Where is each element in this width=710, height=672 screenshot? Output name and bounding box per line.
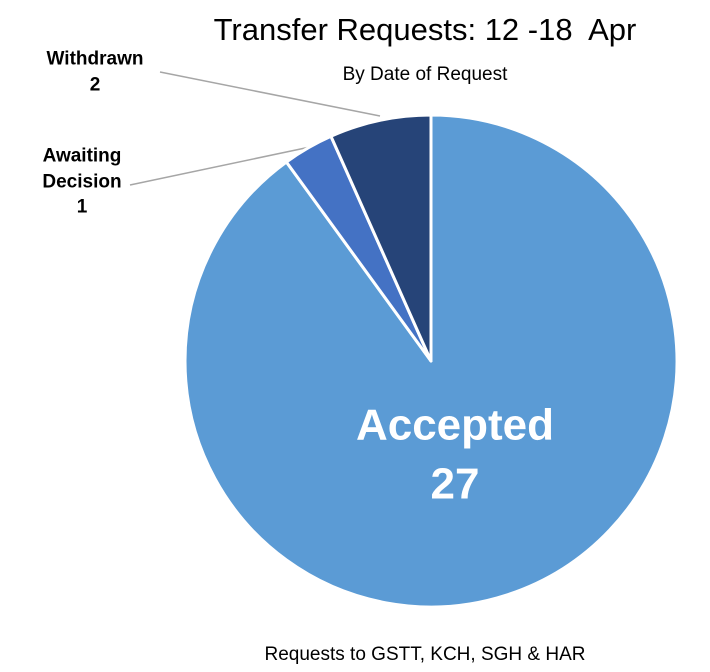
- data-label: Accepted 27: [325, 396, 585, 515]
- data-label: Awaiting Decision 1: [22, 144, 142, 221]
- data-label-category: Accepted: [355, 400, 555, 450]
- chart-subtitle: By Date of Request: [343, 64, 508, 85]
- data-label-category: Withdrawn: [46, 48, 144, 70]
- data-label-category: Awaiting Decision: [42, 145, 122, 193]
- pie-slice: [329, 113, 433, 363]
- data-label-value: 1: [76, 196, 88, 218]
- chart-footnote: Requests to GSTT, KCH, SGH & HAR: [265, 644, 586, 665]
- leader-line: [129, 146, 311, 186]
- data-label-value: 27: [430, 460, 480, 509]
- data-label: Withdrawn 2: [25, 46, 165, 97]
- leader-line: [159, 71, 381, 117]
- data-label-value: 2: [89, 74, 101, 95]
- chart-title: Transfer Requests: 12 -18 Apr: [214, 12, 637, 47]
- pie-slice: [183, 113, 679, 609]
